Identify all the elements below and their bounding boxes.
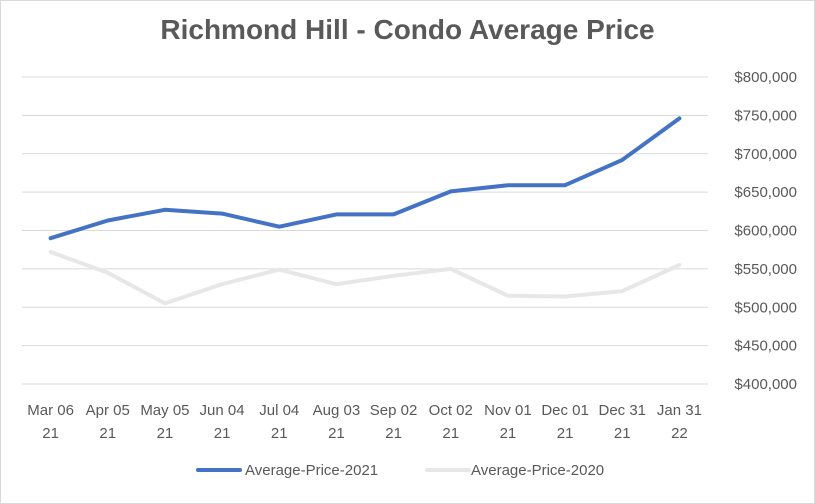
y-tick-label: $650,000 bbox=[734, 184, 797, 201]
x-tick-label: Dec 01 bbox=[541, 402, 589, 419]
x-tick-label: Sep 02 bbox=[370, 402, 418, 419]
x-tick-label-year: 21 bbox=[614, 425, 631, 442]
x-tick-label-year: 21 bbox=[214, 425, 231, 442]
x-tick-label: May 05 bbox=[140, 402, 189, 419]
x-axis-ticks: Mar 06 21 Apr 05 21 May 05 21 Jun 04 21 Jul 04 21… bbox=[27, 402, 702, 442]
x-tick-label-year: 21 bbox=[385, 425, 402, 442]
x-tick-label: Mar 06 bbox=[27, 402, 74, 419]
y-tick-label: $400,000 bbox=[734, 376, 797, 393]
x-tick-label-year: 21 bbox=[328, 425, 345, 442]
legend: Average-Price-2021 Average-Price-2020 bbox=[196, 462, 604, 479]
y-tick-label: $700,000 bbox=[734, 146, 797, 163]
chart-title: Richmond Hill - Condo Average Price bbox=[160, 14, 655, 45]
series-line-average-price-2020 bbox=[48, 250, 682, 306]
legend-label: Average-Price-2020 bbox=[471, 462, 604, 479]
y-tick-label: $450,000 bbox=[734, 338, 797, 355]
x-tick-label: Jul 04 bbox=[259, 402, 299, 419]
series-lines bbox=[48, 116, 682, 306]
x-tick-label-year: 21 bbox=[157, 425, 174, 442]
x-tick-label: Jan 31 bbox=[657, 402, 702, 419]
x-tick-label-year: 21 bbox=[500, 425, 517, 442]
x-tick-label-year: 22 bbox=[671, 425, 688, 442]
x-tick-label-year: 21 bbox=[442, 425, 459, 442]
x-tick-label-year: 21 bbox=[42, 425, 59, 442]
x-tick-label-year: 21 bbox=[99, 425, 116, 442]
y-tick-label: $550,000 bbox=[734, 261, 797, 278]
y-axis-ticks: $400,000 $450,000 $500,000 $550,000 $600,000… bbox=[734, 69, 797, 393]
x-tick-label: Oct 02 bbox=[429, 402, 473, 419]
y-tick-label: $800,000 bbox=[734, 69, 797, 86]
y-tick-label: $500,000 bbox=[734, 299, 797, 316]
x-tick-label: Nov 01 bbox=[484, 402, 532, 419]
x-tick-label: Aug 03 bbox=[313, 402, 361, 419]
x-tick-label: Jun 04 bbox=[200, 402, 245, 419]
x-tick-label: Apr 05 bbox=[86, 402, 130, 419]
series-line-average-price-2021 bbox=[48, 116, 682, 241]
gridlines bbox=[22, 76, 708, 385]
y-tick-label: $600,000 bbox=[734, 223, 797, 240]
y-tick-label: $750,000 bbox=[734, 107, 797, 124]
x-tick-label-year: 21 bbox=[271, 425, 288, 442]
legend-label: Average-Price-2021 bbox=[245, 462, 378, 479]
x-tick-label: Dec 31 bbox=[598, 402, 646, 419]
x-tick-label-year: 21 bbox=[557, 425, 574, 442]
